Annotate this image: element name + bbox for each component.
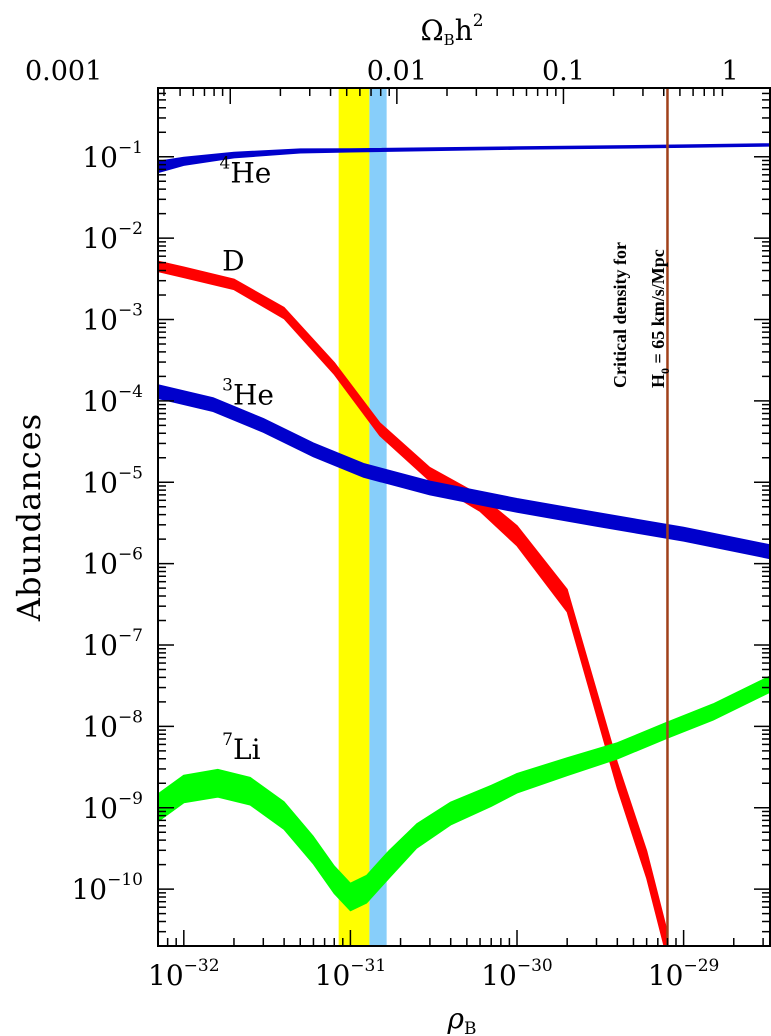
y-tick-label: 10−5 bbox=[82, 463, 143, 499]
y-tick-label: 10−1 bbox=[82, 138, 143, 174]
series-label-7li: 7Li bbox=[222, 730, 260, 766]
top-tick-label: 0.1 bbox=[542, 56, 585, 87]
series-label-d: D bbox=[222, 245, 244, 278]
y-tick-label: 10−10 bbox=[71, 870, 143, 906]
top-tick-label: 0.01 bbox=[367, 56, 427, 87]
series-7li-band bbox=[158, 675, 770, 912]
plot-area bbox=[158, 88, 770, 946]
plot-frame bbox=[157, 87, 771, 947]
series-label-3he: 3He bbox=[222, 376, 274, 412]
y-tick-label: 10−9 bbox=[82, 789, 143, 825]
y-tick-label: 10−2 bbox=[82, 219, 143, 255]
x-tick-label: 10−29 bbox=[648, 956, 720, 992]
series-3he-band bbox=[158, 384, 770, 560]
series-4he-band bbox=[158, 143, 770, 174]
x-tick-label: 10−30 bbox=[481, 956, 553, 992]
critical-label-line1: Critical density for bbox=[610, 242, 630, 388]
x-axis-title: ρB bbox=[447, 1002, 477, 1036]
top-axis-title: ΩBh2 bbox=[420, 11, 483, 49]
top-tick-label: 0.001 bbox=[25, 56, 102, 87]
ticks-group bbox=[157, 88, 770, 947]
x-tick-label: 10−31 bbox=[315, 956, 387, 992]
series-d-band bbox=[158, 260, 668, 946]
y-tick-label: 10−3 bbox=[82, 301, 143, 337]
top-tick-label: 1 bbox=[721, 56, 738, 87]
labels-group: 10−32 10−31 10−30 10−29 0.001 0.01 0.1 1 10−1 10−… bbox=[25, 56, 739, 992]
y-tick-label: 10−4 bbox=[82, 382, 143, 418]
x-tick-label: 10−32 bbox=[148, 956, 220, 992]
critical-density-annotation: Critical density for H0 = 65 km/s/Mpc bbox=[610, 242, 672, 388]
y-tick-label: 10−7 bbox=[82, 626, 143, 662]
series-label-4he: 4He bbox=[220, 154, 272, 190]
y-tick-label: 10−8 bbox=[82, 707, 143, 743]
band-1 bbox=[369, 88, 387, 946]
band-0 bbox=[338, 88, 370, 946]
y-axis-title: Abundances bbox=[10, 413, 48, 622]
bands-group bbox=[338, 88, 387, 946]
series-group bbox=[158, 143, 770, 946]
y-tick-label: 10−6 bbox=[82, 545, 143, 581]
critical-label-line2: H0 = 65 km/s/Mpc bbox=[648, 249, 672, 388]
